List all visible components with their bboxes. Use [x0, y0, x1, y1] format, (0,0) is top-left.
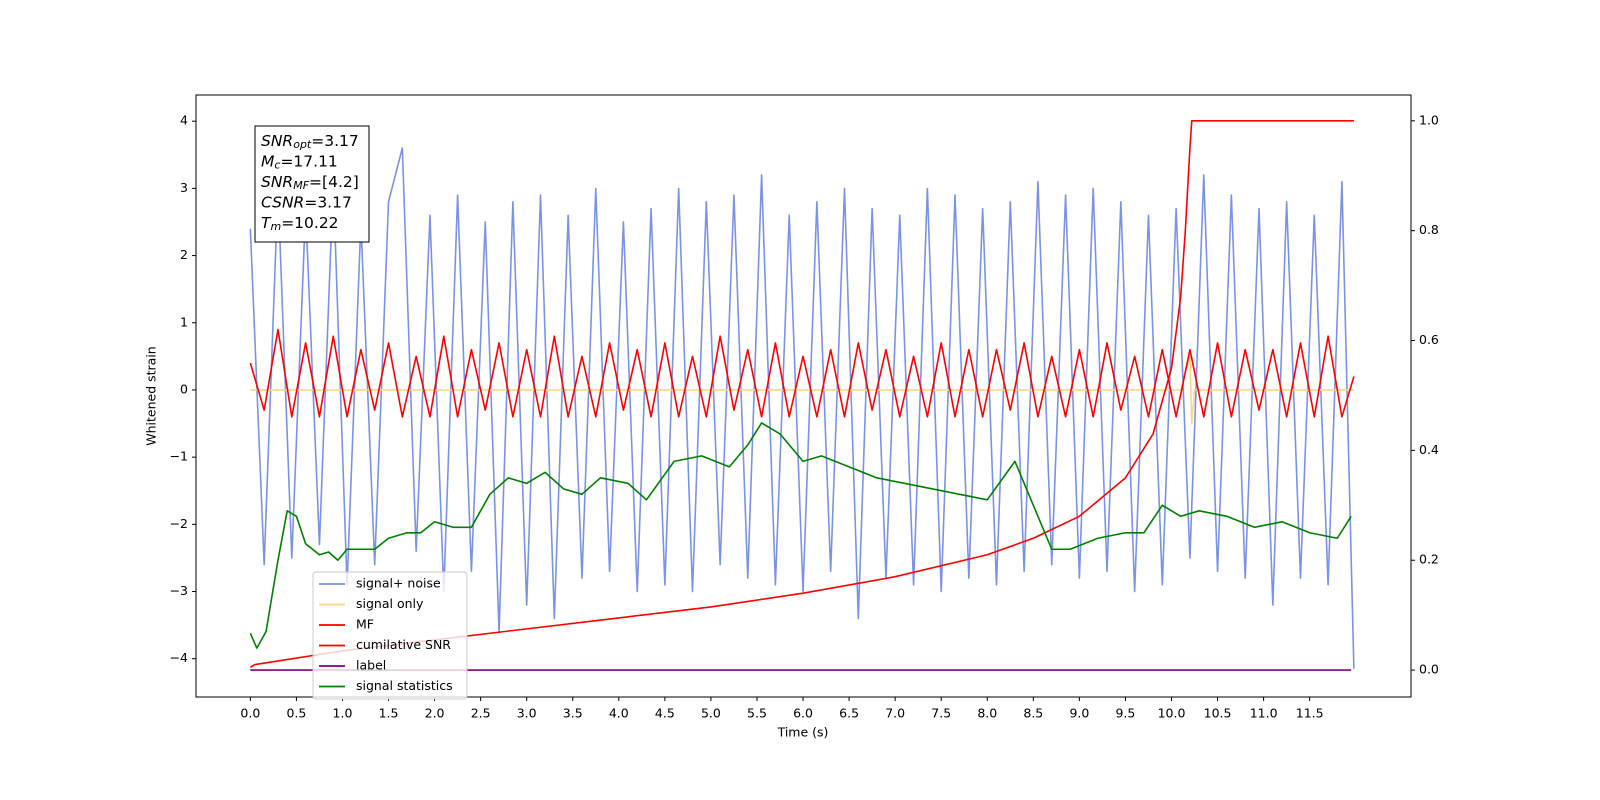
- annotation-text: =17.11: [280, 152, 337, 170]
- legend-label: signal only: [356, 596, 424, 611]
- y-tick-label: 1: [180, 314, 188, 329]
- annotation-subscript: m: [270, 220, 281, 233]
- annotation-subscript: c: [274, 159, 280, 172]
- x-tick-label: 11.5: [1296, 706, 1324, 721]
- x-tick-label: 6.5: [839, 706, 859, 721]
- x-axis-label: Time (s): [777, 725, 829, 740]
- y-axis-label: Whitened strain: [144, 346, 159, 445]
- x-tick-label: 1.0: [333, 706, 353, 721]
- legend-label: label: [356, 658, 386, 673]
- series-line: [249, 422, 1352, 649]
- y-tick-label: −4: [170, 650, 188, 665]
- x-tick-label: 5.5: [747, 706, 767, 721]
- x-tick-label: 7.0: [885, 706, 905, 721]
- x-tick-label: 3.0: [517, 706, 537, 721]
- annotation-symbol: SNR: [261, 132, 293, 150]
- x-tick-label: 2.5: [471, 706, 491, 721]
- annotation-frame: [254, 125, 370, 243]
- x-tick-label: 2.0: [425, 706, 445, 721]
- x-tick-label: 0.5: [286, 706, 306, 721]
- annotation-subscript: opt: [293, 138, 312, 151]
- y2-tick-label: 0.4: [1419, 442, 1439, 457]
- annotation-text: =3.17: [311, 132, 359, 150]
- x-tick-label: 7.5: [931, 706, 951, 721]
- legend-label: cumilative SNR: [356, 637, 451, 652]
- x-tick-label: 8.5: [1023, 706, 1043, 721]
- x-tick-label: 10.5: [1204, 706, 1232, 721]
- y-tick-label: 0: [180, 381, 188, 396]
- annotation-symbol: CSNR: [261, 193, 304, 211]
- y-tick-label: −3: [170, 583, 188, 598]
- legend-label: signal+ noise: [356, 576, 441, 591]
- y-tick-label: 2: [180, 247, 188, 262]
- series-line: [250, 355, 1354, 425]
- x-tick-label: 0.0: [240, 706, 260, 721]
- y2-tick-label: 1.0: [1419, 112, 1439, 127]
- y-tick-label: 3: [180, 180, 188, 195]
- x-tick-label: 6.0: [793, 706, 813, 721]
- legend-label: signal statistics: [356, 678, 453, 693]
- y-tick-label: −1: [170, 449, 188, 464]
- annotation-symbol: SNR: [261, 173, 293, 191]
- y2-tick-label: 0.8: [1419, 222, 1439, 237]
- annotation-text: =10.22: [281, 214, 338, 232]
- series-line: [249, 147, 1355, 669]
- y-tick-label: −2: [170, 516, 188, 531]
- x-tick-label: 5.0: [701, 706, 721, 721]
- series-line: [249, 328, 1355, 418]
- x-tick-label: 10.0: [1158, 706, 1186, 721]
- annotation-box: SNRopt=3.17Mc=17.11SNRMF=[4.2]CSNR=3.17T…: [254, 125, 370, 243]
- annotation-symbol: T: [261, 214, 272, 232]
- x-tick-label: 4.0: [609, 706, 629, 721]
- annotation: Tm=10.22: [261, 214, 339, 234]
- y2-tick-label: 0.0: [1419, 662, 1439, 677]
- annotation-subscript: MF: [293, 179, 309, 192]
- y2-tick-label: 0.6: [1419, 332, 1439, 347]
- annotation: SNRopt=3.17: [261, 132, 359, 152]
- y-tick-label: 4: [180, 113, 188, 128]
- x-tick-label: 9.0: [1069, 706, 1089, 721]
- annotation-text: =[4.2]: [309, 173, 359, 191]
- legend: signal+ noise signal only MF cumilative SNR…: [312, 571, 468, 700]
- annotation: SNRMF=[4.2]: [261, 173, 359, 193]
- x-tick-label: 3.5: [563, 706, 583, 721]
- y2-tick-label: 0.2: [1419, 552, 1439, 567]
- annotation-symbol: M: [261, 152, 274, 170]
- x-tick-label: 8.0: [977, 706, 997, 721]
- annotation: CSNR=3.17: [261, 193, 352, 211]
- x-tick-label: 11.0: [1250, 706, 1278, 721]
- x-tick-label: 1.5: [379, 706, 399, 721]
- legend-frame: [312, 571, 468, 700]
- legend-label: MF: [356, 617, 374, 632]
- x-tick-label: 4.5: [655, 706, 675, 721]
- x-tick-label: 9.5: [1115, 706, 1135, 721]
- annotation-text: =3.17: [304, 193, 352, 211]
- annotation: Mc=17.11: [261, 152, 338, 172]
